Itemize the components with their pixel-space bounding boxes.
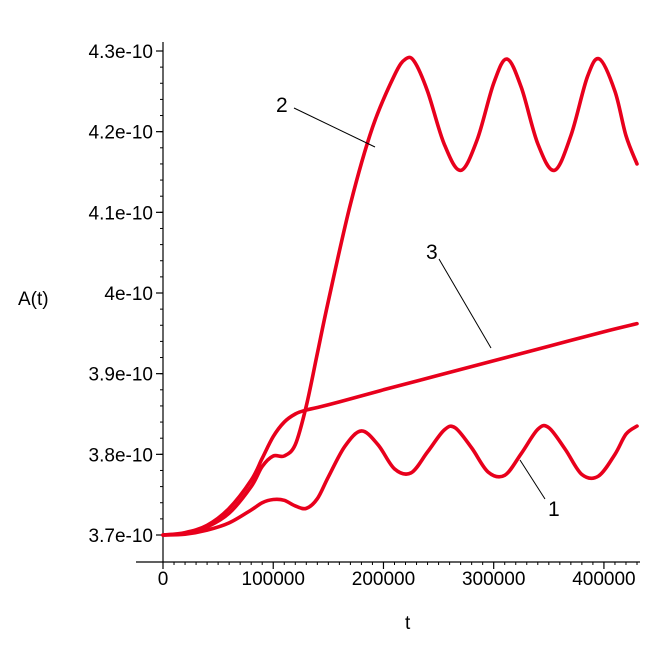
y-tick-label: 3.8e-10: [89, 445, 153, 466]
x-ticks: 0 100000 200000 300000 400000: [158, 562, 638, 590]
series-layer: [161, 55, 639, 537]
x-tick-label: 0: [158, 569, 169, 590]
y-ticks: 3.7e-10 3.8e-10 3.9e-10 4e-10 4.1e-10 4.2e-10…: [89, 42, 163, 547]
series-line-3: [161, 321, 639, 537]
y-tick-label: 4.1e-10: [89, 203, 153, 224]
y-tick-label: 3.7e-10: [89, 526, 153, 547]
axes: [136, 42, 640, 563]
annotation-leader-1: [519, 459, 546, 500]
annotation-layer: 2 3 1: [276, 94, 560, 521]
x-tick-label: 100000: [242, 569, 305, 590]
x-tick-label: 200000: [352, 569, 415, 590]
curve-label-1: 1: [548, 498, 560, 521]
y-tick-label: 4.3e-10: [89, 42, 153, 63]
y-axis-label: A(t): [18, 289, 49, 310]
curve-label-2: 2: [276, 94, 288, 117]
x-tick-label: 300000: [462, 569, 525, 590]
y-tick-label: 3.9e-10: [89, 365, 153, 386]
annotation-leader-3: [438, 258, 492, 349]
x-axis-label: t: [405, 613, 411, 634]
y-tick-label: 4.2e-10: [89, 123, 153, 144]
curve-label-3: 3: [426, 241, 438, 264]
y-tick-label: 4e-10: [104, 284, 153, 305]
annotation-leader-2: [293, 107, 376, 148]
series-line-1: [161, 423, 639, 537]
x-tick-label: 400000: [572, 569, 635, 590]
series-line-2: [161, 55, 639, 537]
